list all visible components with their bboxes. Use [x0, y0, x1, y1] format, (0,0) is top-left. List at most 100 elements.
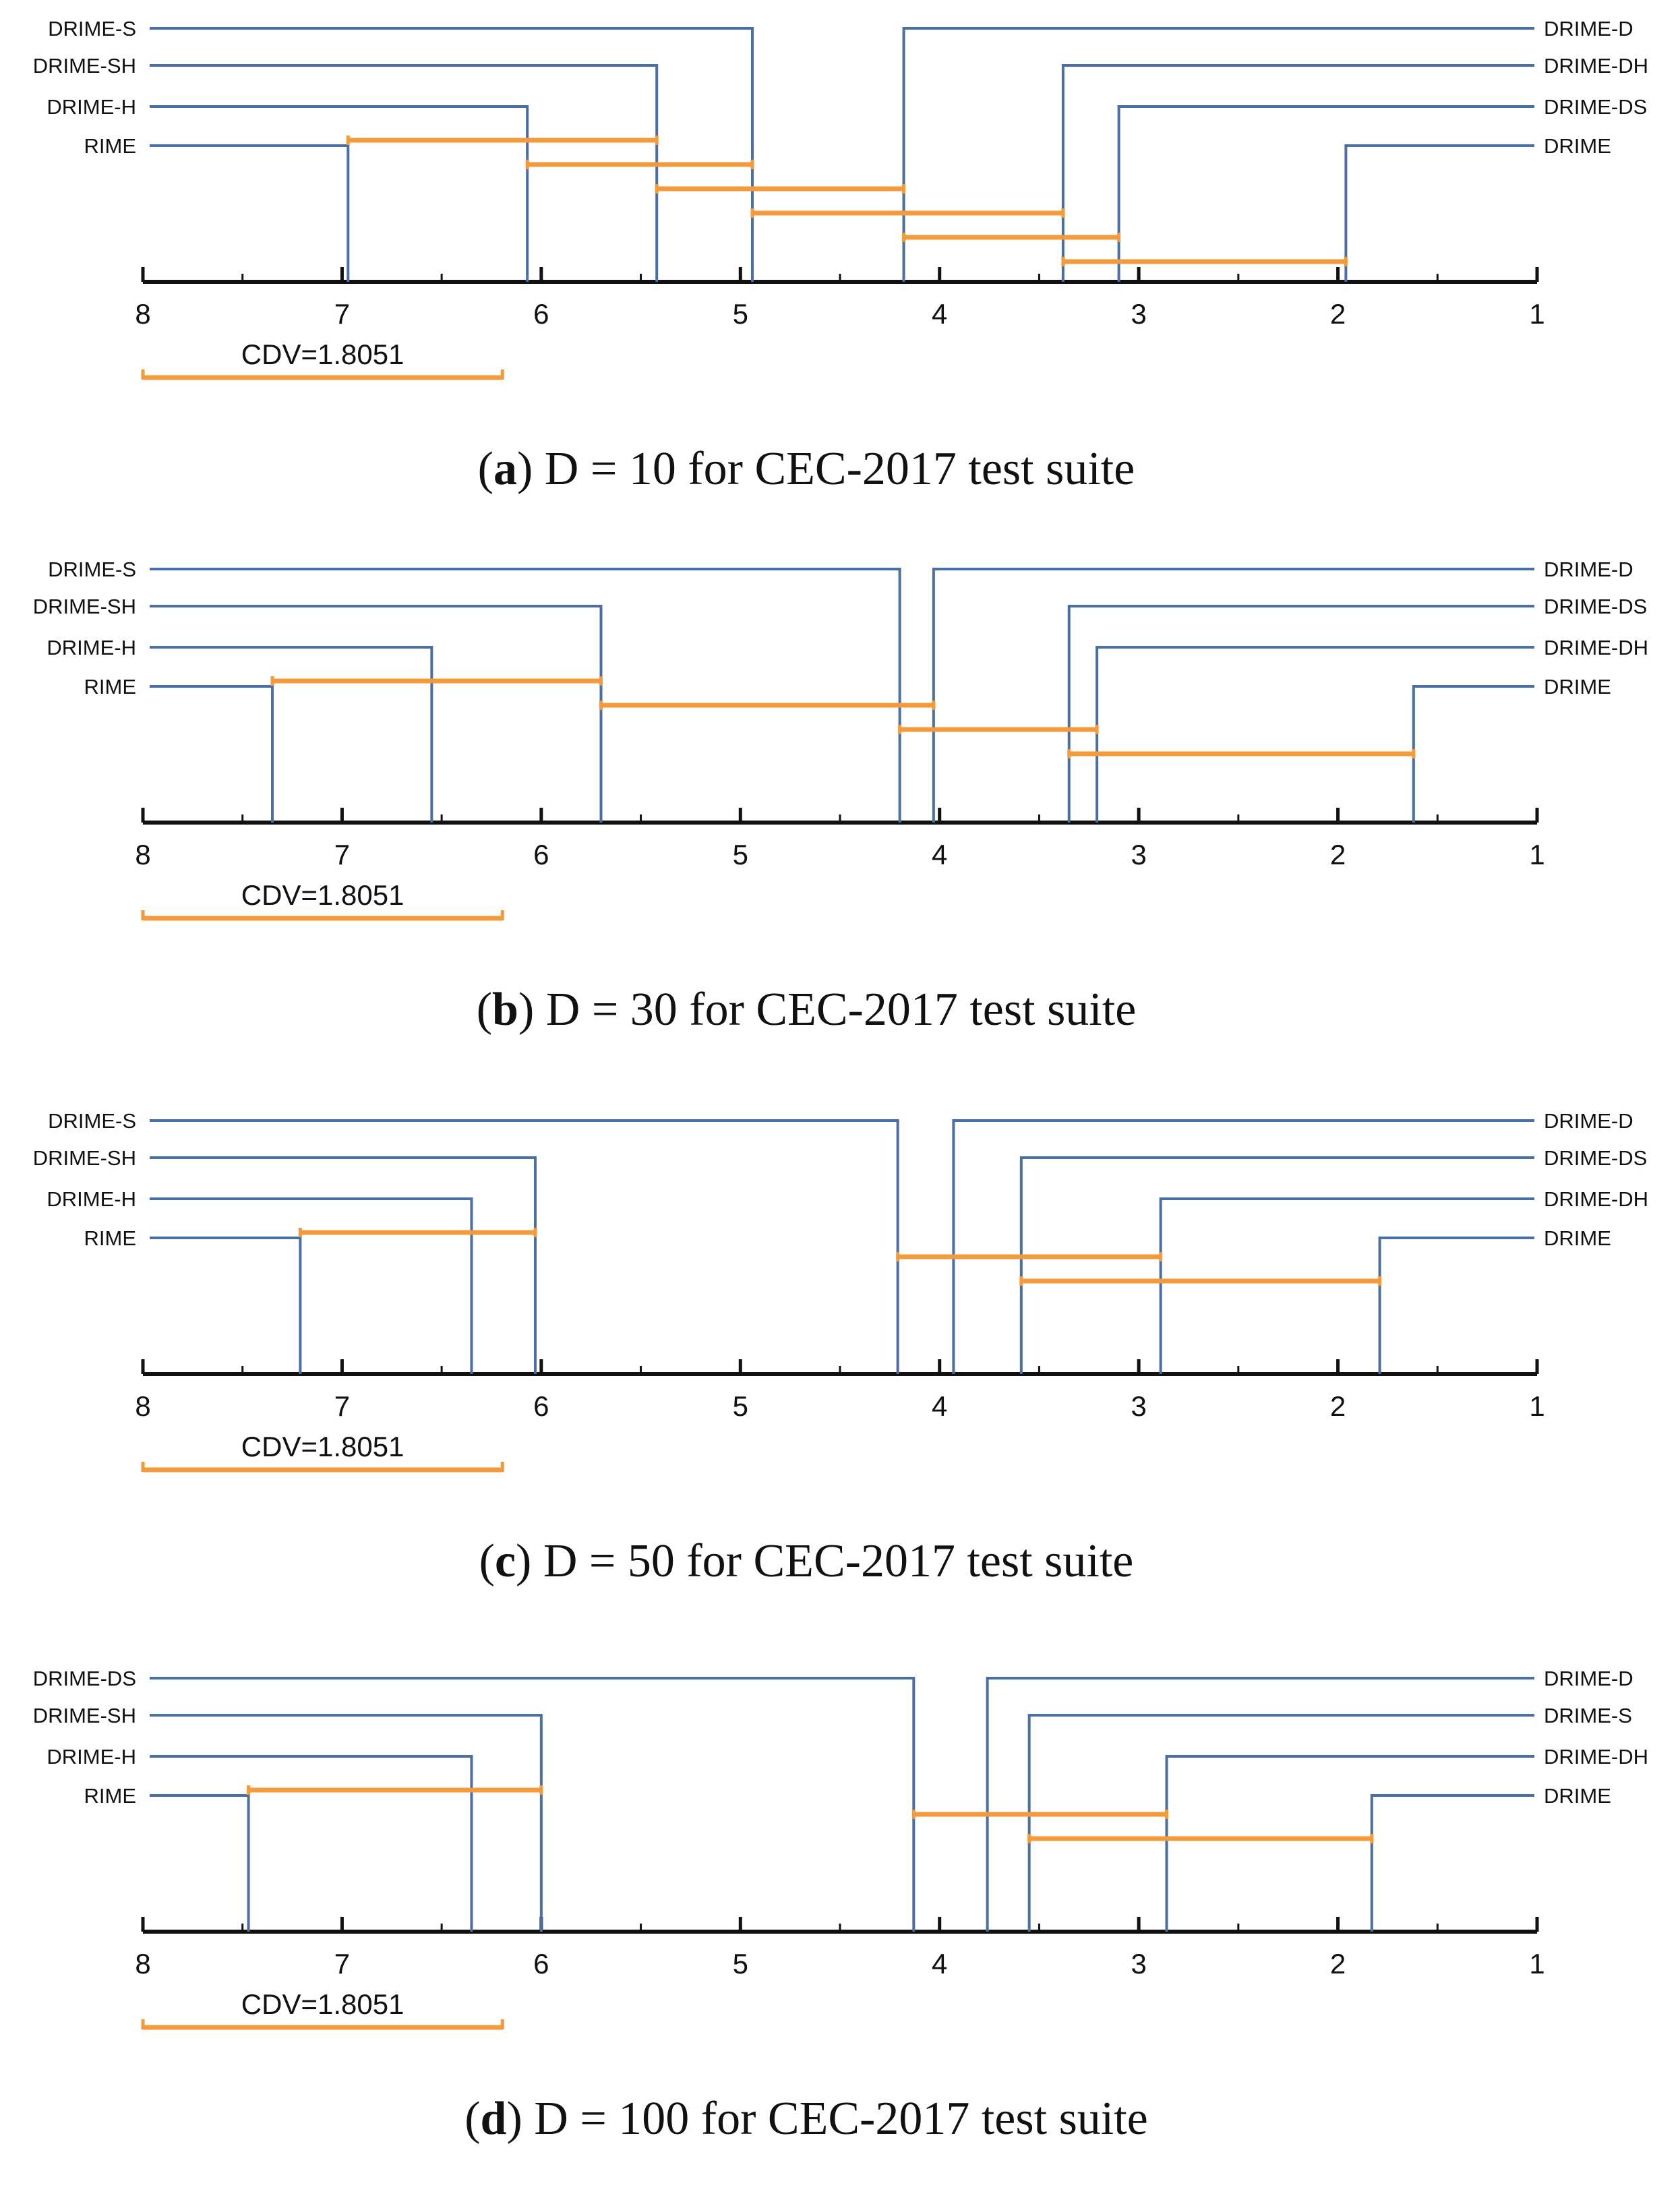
method-connector [150, 605, 603, 823]
method-label: DRIME-SH [33, 1704, 136, 1727]
method-connector [902, 27, 1534, 282]
method-label: DRIME-D [1544, 1109, 1633, 1133]
method-label: DRIME [1544, 1784, 1611, 1808]
method-label: DRIME-DH [1544, 1187, 1648, 1211]
method-label: DRIME-DH [1544, 54, 1648, 78]
method-connector [150, 1197, 473, 1374]
method-connector [150, 1794, 250, 1932]
tick-label: 7 [334, 1948, 350, 1980]
method-connector [1344, 144, 1534, 282]
method-connector [150, 685, 274, 823]
method-label: RIME [84, 134, 137, 158]
method-label: DRIME-S [48, 558, 136, 581]
tick-label: 5 [733, 1390, 748, 1422]
method-connector [150, 64, 659, 282]
method-label: DRIME-S [48, 17, 136, 40]
tick-label: 2 [1330, 298, 1346, 330]
method-connector [1159, 1197, 1534, 1374]
tick-label: 6 [533, 839, 549, 870]
method-label: DRIME [1544, 134, 1611, 158]
tick-label: 2 [1330, 1390, 1346, 1422]
method-label: RIME [84, 675, 137, 698]
cd-panel-c: 8 7 6 5 4 3 2 1 DRIME-S DRIME-SH DRIME-H RIME DRIME-… [33, 1109, 1648, 1587]
tick-label: 8 [135, 1948, 150, 1980]
tick-label: 5 [733, 298, 748, 330]
method-label: DRIME [1544, 1226, 1611, 1250]
tick-label: 1 [1529, 839, 1544, 870]
tick-label: 6 [533, 1390, 549, 1422]
method-label: DRIME-H [47, 1745, 136, 1768]
method-connector [150, 1237, 302, 1374]
cd-panel-d: 8 7 6 5 4 3 2 1 DRIME-DS DRIME-SH DRIME-H RIME DRIME… [33, 1667, 1648, 2145]
cdv-label: CDV=1.8051 [241, 1431, 404, 1462]
method-connector [150, 1755, 473, 1932]
tick-label: 1 [1529, 298, 1544, 330]
tick-label: 4 [932, 1390, 947, 1422]
tick-label: 4 [932, 839, 947, 870]
tick-label: 7 [334, 839, 350, 870]
tick-label: 7 [334, 298, 350, 330]
tick-label: 8 [135, 298, 150, 330]
method-connector [150, 27, 754, 282]
method-label: DRIME [1544, 675, 1611, 698]
method-connector [150, 105, 529, 282]
method-label: DRIME-H [47, 95, 136, 119]
method-connector [1378, 1237, 1534, 1374]
tick-label: 6 [533, 298, 549, 330]
method-connector [1412, 685, 1534, 823]
method-connector [150, 144, 350, 282]
method-connector [150, 568, 901, 823]
caption-letter: c [495, 1535, 516, 1587]
method-connector [952, 1119, 1534, 1374]
caption-letter: d [481, 2093, 507, 2145]
method-label: RIME [84, 1226, 137, 1250]
method-label: DRIME-DS [1544, 95, 1647, 119]
method-connector [1096, 646, 1534, 823]
method-connector [1165, 1755, 1534, 1932]
panel-caption: (d) D = 100 for CEC-2017 test suite [464, 2093, 1148, 2145]
method-connector [932, 568, 1534, 823]
method-label: RIME [84, 1784, 137, 1808]
method-label: DRIME-H [47, 1187, 136, 1211]
method-label: DRIME-S [1544, 1704, 1632, 1727]
tick-label: 5 [733, 1948, 748, 1980]
tick-label: 6 [533, 1948, 549, 1980]
method-label: DRIME-DS [1544, 1146, 1647, 1170]
method-connector [150, 1677, 916, 1932]
method-connector [1370, 1794, 1534, 1932]
method-connector [1117, 105, 1534, 282]
panel-caption: (c) D = 50 for CEC-2017 test suite [479, 1535, 1134, 1587]
cdv-label: CDV=1.8051 [241, 338, 404, 370]
method-label: DRIME-D [1544, 558, 1633, 581]
tick-label: 3 [1131, 1948, 1146, 1980]
method-label: DRIME-SH [33, 54, 136, 78]
tick-label: 1 [1529, 1948, 1544, 1980]
tick-label: 1 [1529, 1390, 1544, 1422]
tick-label: 8 [135, 1390, 150, 1422]
tick-label: 4 [932, 298, 947, 330]
tick-label: 7 [334, 1390, 350, 1422]
method-connector [1061, 64, 1534, 282]
panel-caption: (b) D = 30 for CEC-2017 test suite [477, 984, 1137, 1036]
caption-letter: a [493, 443, 517, 495]
method-label: DRIME-SH [33, 1146, 136, 1170]
tick-label: 4 [932, 1948, 947, 1980]
method-connector [150, 646, 433, 823]
method-label: DRIME-DH [1544, 1745, 1648, 1768]
method-label: DRIME-DH [1544, 636, 1648, 659]
cd-panel-a: 8 7 6 5 4 3 2 1 DRIME-S DRIME-SH DRIME-H RIME DRIME-… [33, 17, 1648, 495]
method-label: DRIME-D [1544, 1667, 1633, 1690]
method-connector [150, 1714, 543, 1932]
method-connector [1067, 605, 1534, 823]
method-connector [150, 1119, 899, 1374]
tick-label: 5 [733, 839, 748, 870]
tick-label: 3 [1131, 1390, 1146, 1422]
method-label: DRIME-SH [33, 595, 136, 618]
cd-panel-b: 8 7 6 5 4 3 2 1 DRIME-S DRIME-SH DRIME-H RIME DRIME-… [33, 558, 1648, 1036]
method-label: DRIME-S [48, 1109, 136, 1133]
panel-caption: (a) D = 10 for CEC-2017 test suite [478, 443, 1135, 495]
tick-label: 8 [135, 839, 150, 870]
tick-label: 2 [1330, 839, 1346, 870]
tick-label: 3 [1131, 839, 1146, 870]
cdv-label: CDV=1.8051 [241, 879, 404, 911]
